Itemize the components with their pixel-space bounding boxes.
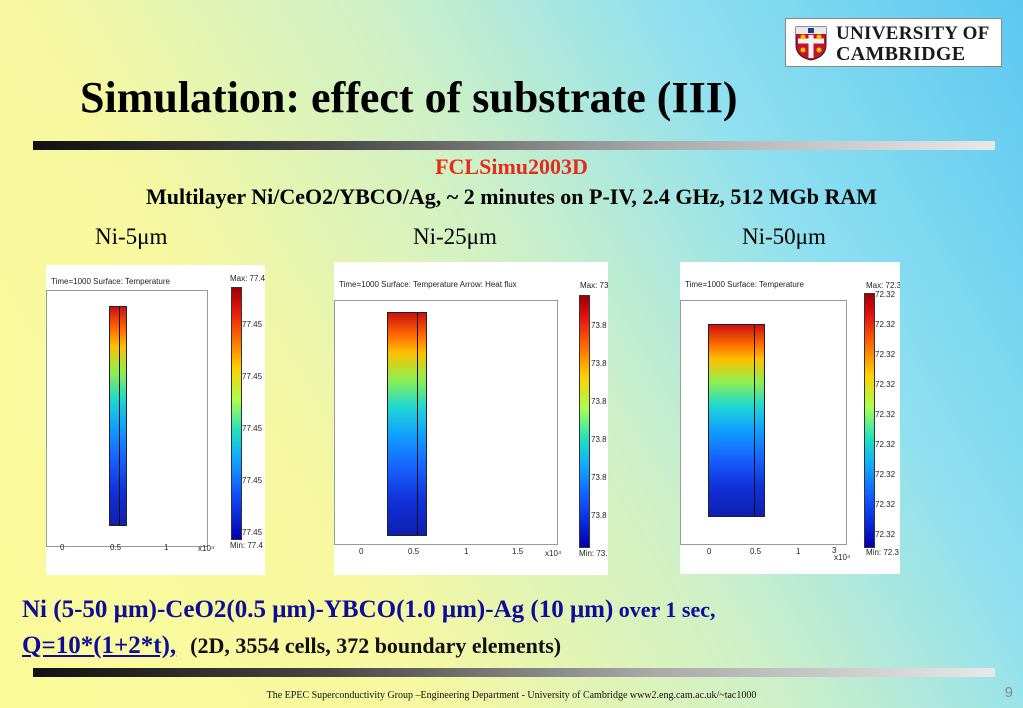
x-tick: 0.5 [110, 543, 122, 552]
x-exponent: x10⁴ [545, 549, 562, 558]
colorbar [864, 293, 875, 548]
plot-header: Time=1000 Surface: Temperature [51, 277, 170, 286]
x-tick: 1.5 [512, 547, 524, 556]
x-tick: 0.5 [750, 547, 762, 556]
min-value: Min: 77.4 [230, 541, 263, 550]
simulation-plot-ni-25: Time=1000 Surface: Temperature Arrow: He… [334, 262, 608, 575]
colorbar [579, 295, 590, 548]
logo-line-1: UNIVERSITY OF [836, 23, 990, 44]
x-exponent: x10⁴ [198, 544, 215, 553]
page-number: 9 [1004, 684, 1013, 701]
colorbar-tick: 77.45 [242, 528, 263, 537]
divider-bottom [33, 668, 995, 677]
x-exponent: x10⁴ [834, 553, 851, 562]
temperature-field [109, 306, 127, 526]
simulation-plot-ni-50: Time=1000 Surface: Temperature Max: 72.3… [680, 262, 900, 574]
colorbar-tick: 72.32 [875, 410, 896, 419]
heat-formula: Q=10*(1+2*t), [22, 632, 177, 659]
colorbar-tick: 72.32 [875, 470, 896, 479]
colorbar-tick: 72.32 [875, 440, 896, 449]
cambridge-logo: UNIVERSITY OF CAMBRIDGE [785, 18, 1002, 67]
temperature-field [387, 312, 427, 536]
panel-label-ni-5: Ni-5μm [95, 224, 168, 249]
bottom-summary-line-1: Ni (5-50 μm)-CeO2(0.5 μm)-YBCO(1.0 μm)-A… [22, 596, 716, 624]
colorbar-tick: 72.32 [875, 500, 896, 509]
slide-title: Simulation: effect of substrate (III) [80, 73, 738, 122]
colorbar-tick: 72.32 [875, 290, 896, 299]
x-tick: 1 [464, 547, 469, 556]
max-value: Max: 72.3 [866, 281, 900, 290]
colorbar-tick: 73.8 [591, 511, 607, 520]
colorbar [231, 287, 242, 540]
divider-top [33, 141, 995, 150]
plot-area [680, 300, 847, 545]
colorbar-tick: 73.8 [591, 397, 607, 406]
software-name: FCLSimu2003D [435, 154, 588, 179]
panel-label-ni-50: Ni-50μm [742, 224, 826, 249]
plot-area [46, 290, 208, 547]
colorbar-tick: 73.8 [591, 435, 607, 444]
layer-structure: Ni (5-50 μm)-CeO2(0.5 μm)-YBCO(1.0 μm)-A… [22, 596, 614, 623]
x-tick: 0 [707, 547, 712, 556]
min-value: Min: 73. [579, 549, 608, 558]
max-value: Max: 73 [580, 281, 608, 290]
colorbar-tick: 73.8 [591, 473, 607, 482]
colorbar-tick: 77.45 [242, 320, 263, 329]
colorbar-tick: 72.32 [875, 530, 896, 539]
footer-text: The EPEC Superconductivity Group –Engine… [266, 690, 757, 701]
x-tick: 0.5 [408, 547, 420, 556]
x-tick: 1 [164, 543, 169, 552]
colorbar-tick: 77.45 [242, 476, 263, 485]
colorbar-tick: 77.45 [242, 424, 263, 433]
colorbar-tick: 77.45 [242, 372, 263, 381]
x-tick: 3 [832, 546, 837, 555]
logo-line-2: CAMBRIDGE [836, 43, 966, 65]
max-value: Max: 77.4 [230, 274, 265, 283]
colorbar-tick: 73.8 [591, 359, 607, 368]
colorbar-tick: 72.32 [875, 320, 896, 329]
x-tick: 1 [796, 547, 801, 556]
simulation-description: Multilayer Ni/CeO2/YBCO/Ag, ~ 2 minutes … [145, 184, 878, 209]
cambridge-crest-icon [795, 26, 827, 61]
plot-area [334, 300, 558, 545]
x-tick: 0 [60, 543, 65, 552]
bottom-summary-line-2: Q=10*(1+2*t), (2D, 3554 cells, 372 bounda… [22, 632, 561, 660]
plot-header: Time=1000 Surface: Temperature [685, 280, 804, 289]
colorbar-tick: 72.32 [875, 380, 896, 389]
min-value: Min: 72.3 [866, 548, 899, 557]
duration-text: over 1 sec, [613, 597, 716, 622]
temperature-field [708, 324, 765, 517]
colorbar-tick: 73.8 [591, 321, 607, 330]
simulation-plot-ni-5: Time=1000 Surface: Temperature Max: 77.4… [46, 265, 265, 575]
colorbar-tick: 72.32 [875, 350, 896, 359]
panel-label-ni-25: Ni-25μm [413, 224, 497, 249]
mesh-details: (2D, 3554 cells, 372 boundary elements) [190, 633, 562, 658]
x-tick: 0 [359, 547, 364, 556]
plot-header: Time=1000 Surface: Temperature Arrow: He… [339, 280, 517, 289]
